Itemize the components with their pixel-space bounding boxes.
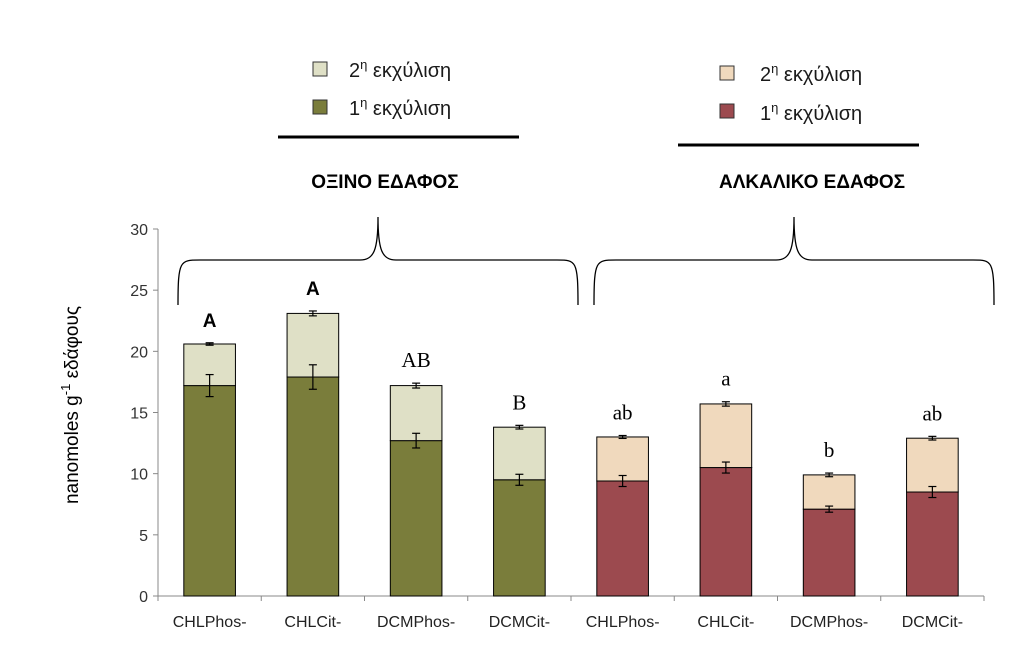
bar-first-extraction [183, 385, 236, 597]
significance-label: ab [922, 401, 942, 425]
legend-swatch-alkaline-second [719, 65, 735, 81]
y-tick-label: 0 [139, 589, 148, 606]
significance-label: a [721, 367, 731, 391]
bar-second-extraction [493, 426, 546, 481]
category-label: DCMCit- [489, 614, 550, 631]
legend-swatch-alkaline-first [719, 103, 735, 119]
y-tick-label: 25 [130, 283, 148, 300]
legend-label-alkaline-first: 1η εκχύλιση [760, 100, 862, 125]
legend-label-alkaline-second: 2η εκχύλιση [760, 61, 862, 86]
category-label: CHLCit- [697, 614, 754, 631]
y-ticks: 0 5 10 15 20 25 30 [130, 222, 985, 606]
bar-first-extraction [493, 479, 546, 597]
legend-label-acid-first: 1η εκχύλιση [349, 95, 451, 120]
legend-label-acid-second: 2η εκχύλιση [349, 57, 451, 82]
y-tick-label: 5 [139, 528, 148, 545]
bar-first-extraction [389, 440, 443, 597]
category-label: DCMPhos- [377, 614, 455, 631]
brace-alkaline [593, 216, 995, 306]
bar-first-extraction [596, 480, 649, 597]
bar-first-extraction [286, 376, 340, 597]
y-tick-label: 15 [130, 406, 148, 423]
category-labels: CHLPhos- CHLCit- DCMPhos- DCMCit- CHLPhos- CH… [173, 614, 963, 631]
group-title-acid: ΟΞΙΝΟ ΕΔΑΦΟΣ [311, 172, 458, 193]
category-label: DCMCit- [902, 614, 963, 631]
category-label: CHLPhos- [173, 614, 247, 631]
legend-alkaline: 2η εκχύλιση 1η εκχύλιση ΑΛΚΑΛΙΚΟ ΕΔΑΦΟΣ [678, 61, 919, 193]
significance-label: A [306, 279, 320, 300]
y-tick-label: 30 [130, 222, 148, 239]
category-label: DCMPhos- [790, 614, 868, 631]
significance-label: B [512, 390, 526, 414]
bar-second-extraction [802, 474, 856, 510]
significance-label: AB [402, 348, 431, 372]
legend-acid: 2η εκχύλιση 1η εκχύλιση ΟΞΙΝΟ ΕΔΑΦΟΣ [278, 57, 519, 193]
bar-second-extraction [389, 385, 443, 442]
bar-first-extraction [906, 491, 959, 597]
brace-acid [177, 216, 579, 306]
group-title-alkaline: ΑΛΚΑΛΙΚΟ ΕΔΑΦΟΣ [719, 172, 905, 193]
legend-swatch-acid-first [312, 99, 328, 115]
significance-label: A [203, 311, 217, 332]
category-label: CHLPhos- [586, 614, 660, 631]
legend-swatch-acid-second [312, 61, 328, 77]
bar-first-extraction [699, 467, 753, 597]
y-tick-label: 10 [130, 467, 148, 484]
category-label: CHLCit- [284, 614, 341, 631]
significance-label: ab [613, 400, 633, 424]
bar-second-extraction [596, 436, 649, 482]
bar-second-extraction [906, 437, 959, 493]
bar-first-extraction [802, 508, 856, 597]
y-tick-label: 20 [130, 344, 148, 361]
bar-second-extraction [699, 403, 753, 469]
significance-label: b [824, 438, 835, 462]
y-axis-label: nanomoles g-1 εδάφους [58, 306, 83, 504]
